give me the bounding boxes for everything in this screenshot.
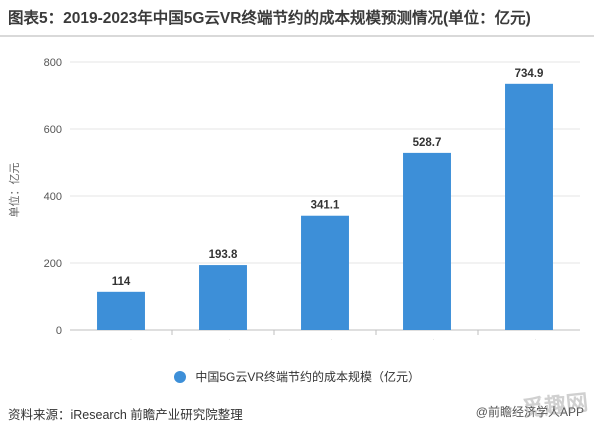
bar [403,152,451,330]
data-label: 528.7 [413,137,442,149]
x-tick-label: 2023年E [508,338,551,340]
y-tick-label: 0 [56,325,62,337]
data-label: 341.1 [311,200,340,212]
watermark: 觅趣网 [521,389,590,422]
legend: 中国5G云VR终端节约的成本规模（亿元） [0,368,594,385]
footer-brand: @前瞻经济学人APP [475,405,584,419]
source-note: 资料来源：iResearch 前瞻产业研究院整理 [8,408,243,422]
data-label: 734.9 [515,68,544,80]
bars [97,83,553,330]
data-label: 193.8 [209,249,238,261]
bar-chart: 0 200 400 600 800 2019年 2020年E 2021年E 2022年E 2023… [7,57,580,340]
x-tick-label: 2020年E [202,338,245,340]
y-tick-label: 200 [44,258,62,270]
bar [199,265,247,330]
data-label: 114 [112,276,131,288]
legend-marker [173,371,186,383]
y-tick-label: 600 [44,124,62,136]
value-labels: 114 193.8 341.1 528.7 734.9 [112,68,544,288]
chart-title: 图表5：2019-2023年中国5G云VR终端节约的成本规模预测情况(单位：亿元… [8,10,531,27]
bar [97,291,145,330]
x-tick-label: 2021年E [304,338,347,340]
x-tick-label: 2019年 [103,338,138,340]
legend-label: 中国5G云VR终端节约的成本规模（亿元） [195,370,421,384]
bar [505,83,553,330]
bar [301,215,349,330]
y-axis-label: 单位：亿元 [7,163,21,218]
x-tick-label: 2022年E [406,338,449,340]
title-divider [0,35,594,37]
y-tick-label: 800 [44,57,62,69]
y-tick-label: 400 [44,191,62,203]
